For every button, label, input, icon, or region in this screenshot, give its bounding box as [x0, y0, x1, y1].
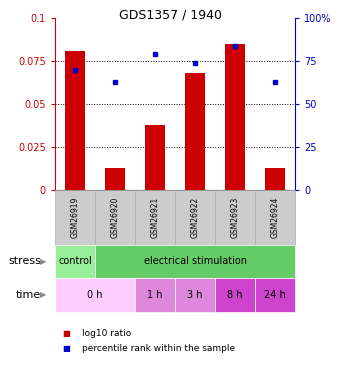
Text: ▶: ▶	[40, 257, 46, 266]
Text: percentile rank within the sample: percentile rank within the sample	[82, 344, 235, 353]
Bar	[135, 190, 175, 245]
Text: 24 h: 24 h	[264, 290, 286, 300]
Bar	[65, 51, 85, 190]
Bar	[55, 245, 95, 278]
Text: log10 ratio: log10 ratio	[82, 329, 132, 338]
Text: 1 h: 1 h	[147, 290, 163, 300]
Bar	[265, 168, 285, 190]
Bar	[145, 124, 165, 190]
Text: 3 h: 3 h	[187, 290, 203, 300]
Bar	[105, 168, 125, 190]
Text: ■: ■	[62, 344, 70, 353]
Text: electrical stimulation: electrical stimulation	[144, 256, 247, 267]
Bar	[185, 73, 205, 190]
Bar	[95, 190, 135, 245]
Text: ■: ■	[62, 329, 70, 338]
Text: GSM26919: GSM26919	[71, 197, 79, 238]
Bar	[55, 190, 95, 245]
Text: GSM26921: GSM26921	[150, 197, 160, 238]
Text: time: time	[16, 290, 41, 300]
Text: stress: stress	[9, 256, 41, 267]
Bar	[175, 278, 215, 312]
Text: GSM26923: GSM26923	[231, 197, 239, 238]
Bar	[215, 278, 255, 312]
Text: control: control	[58, 256, 92, 267]
Text: ▶: ▶	[40, 291, 46, 300]
Text: GSM26924: GSM26924	[270, 197, 280, 238]
Bar	[255, 190, 295, 245]
Text: 0 h: 0 h	[87, 290, 103, 300]
Bar	[55, 278, 135, 312]
Bar	[95, 245, 295, 278]
Text: GSM26920: GSM26920	[110, 197, 119, 238]
Bar	[255, 278, 295, 312]
Bar	[225, 44, 245, 190]
Bar	[175, 190, 215, 245]
Bar	[215, 190, 255, 245]
Text: GSM26922: GSM26922	[191, 197, 199, 238]
Bar	[135, 278, 175, 312]
Text: 8 h: 8 h	[227, 290, 243, 300]
Text: GDS1357 / 1940: GDS1357 / 1940	[119, 8, 222, 21]
